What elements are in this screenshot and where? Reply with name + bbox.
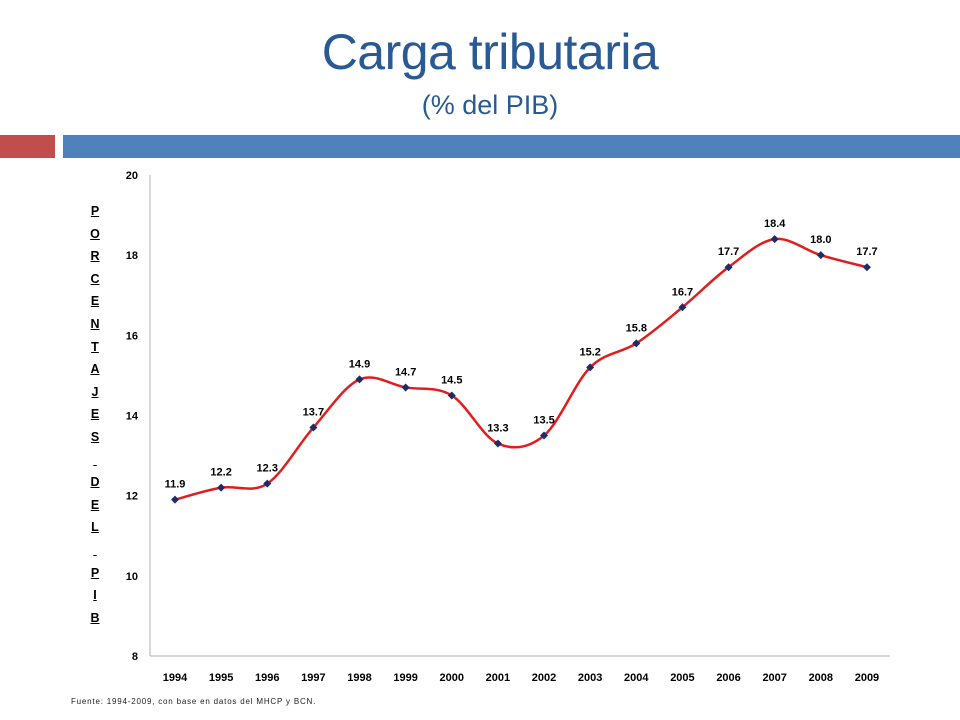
data-label: 11.9 [165, 479, 186, 491]
data-point-marker [309, 423, 318, 432]
x-tick-label: 1995 [209, 672, 233, 684]
data-point-marker [862, 263, 871, 272]
y-axis-label-letter: I [93, 588, 97, 603]
y-axis-label-letter: S [90, 429, 100, 444]
y-axis-label-letter: N [90, 316, 100, 331]
data-label: 12.3 [257, 463, 278, 475]
y-tick-label: 16 [126, 330, 138, 342]
data-label: 12.2 [210, 467, 231, 479]
y-axis-label-letter: L [91, 520, 99, 535]
x-tick-label: 2001 [486, 672, 510, 684]
y-axis-label-letter: A [90, 362, 100, 377]
data-label: 16.7 [672, 286, 693, 298]
x-tick-label: 1997 [301, 672, 325, 684]
data-label: 14.7 [395, 366, 416, 378]
data-label: 15.2 [579, 346, 600, 358]
data-point-marker [217, 483, 226, 492]
y-axis-label-letter: C [90, 271, 100, 286]
y-axis-label-letter: R [90, 249, 100, 264]
x-tick-label: 2009 [855, 672, 879, 684]
x-tick-label: 2007 [762, 672, 786, 684]
data-markers [171, 235, 871, 504]
x-tick-label: 2006 [716, 672, 740, 684]
data-label: 18.0 [810, 234, 831, 246]
data-point-marker [171, 495, 179, 504]
data-label: 17.7 [856, 246, 877, 258]
y-axis-label-letter: T [91, 339, 99, 354]
y-axis-label-letter: B [90, 610, 100, 625]
series-line [174, 237, 868, 501]
x-tick-labels: 1994 1995 1996 1997 1998 1999 2000 2001 2002 2003… [163, 672, 879, 684]
x-tick-label: 1998 [347, 672, 371, 684]
data-labels: 11.9 12.2 12.3 13.7 14.9 14.7 14.5 13.3 13.5 15.2… [165, 218, 878, 491]
x-tick-label: 2008 [809, 672, 833, 684]
y-axis-label-letter: D [90, 475, 100, 490]
data-point-marker [770, 235, 779, 244]
y-tick-label: 20 [126, 170, 138, 182]
data-point-marker [401, 383, 410, 392]
y-axis-label-letter: E [90, 497, 100, 512]
y-tick-label: 8 [132, 651, 138, 663]
y-axis-label-letter: O [90, 226, 100, 241]
source-note: Fuente: 1994-2009, con base en datos del… [71, 697, 317, 706]
y-tick-label: 10 [126, 571, 138, 583]
x-tick-label: 2005 [670, 672, 694, 684]
accent-bar-red [0, 135, 55, 158]
data-label: 13.5 [533, 415, 554, 427]
x-tick-label: 1996 [255, 672, 279, 684]
data-point-marker [724, 263, 733, 272]
y-tick-labels: 8 10 12 14 16 18 20 [126, 170, 139, 663]
x-tick-label: 1999 [393, 672, 417, 684]
y-tick-label: 12 [126, 491, 138, 503]
x-tick-label: 2000 [440, 672, 464, 684]
y-axis-label-letter: P [90, 565, 100, 580]
slide-title: Carga tributaria [321, 24, 659, 80]
data-point-marker [586, 363, 595, 372]
data-point-marker [355, 375, 364, 384]
data-point-marker [816, 251, 825, 260]
data-point-marker [493, 439, 502, 448]
y-axis-label-letter: P [90, 204, 100, 218]
data-point-marker [678, 303, 687, 312]
y-tick-label: 14 [126, 411, 139, 423]
data-point-marker [632, 339, 641, 348]
slide-subtitle: (% del PIB) [421, 90, 559, 120]
data-label: 13.3 [487, 423, 508, 435]
y-tick-label: 18 [126, 250, 138, 262]
y-axis-label-letter: E [90, 407, 100, 422]
data-label: 14.9 [349, 358, 370, 370]
data-label: 15.8 [626, 322, 647, 334]
x-tick-label: 1994 [163, 672, 188, 684]
data-label: 17.7 [718, 246, 739, 258]
y-axis-label-letter: E [90, 294, 100, 309]
data-point-marker [263, 479, 272, 488]
x-tick-label: 2003 [578, 672, 602, 684]
data-point-marker [540, 431, 549, 440]
x-tick-label: 2002 [532, 672, 556, 684]
y-axis-label-letter: J [91, 384, 99, 399]
data-label: 14.5 [441, 374, 462, 386]
data-point-marker [447, 391, 456, 400]
accent-bar-blue [63, 135, 960, 158]
data-label: 18.4 [764, 218, 786, 230]
x-tick-label: 2004 [624, 672, 649, 684]
data-label: 13.7 [303, 407, 324, 419]
